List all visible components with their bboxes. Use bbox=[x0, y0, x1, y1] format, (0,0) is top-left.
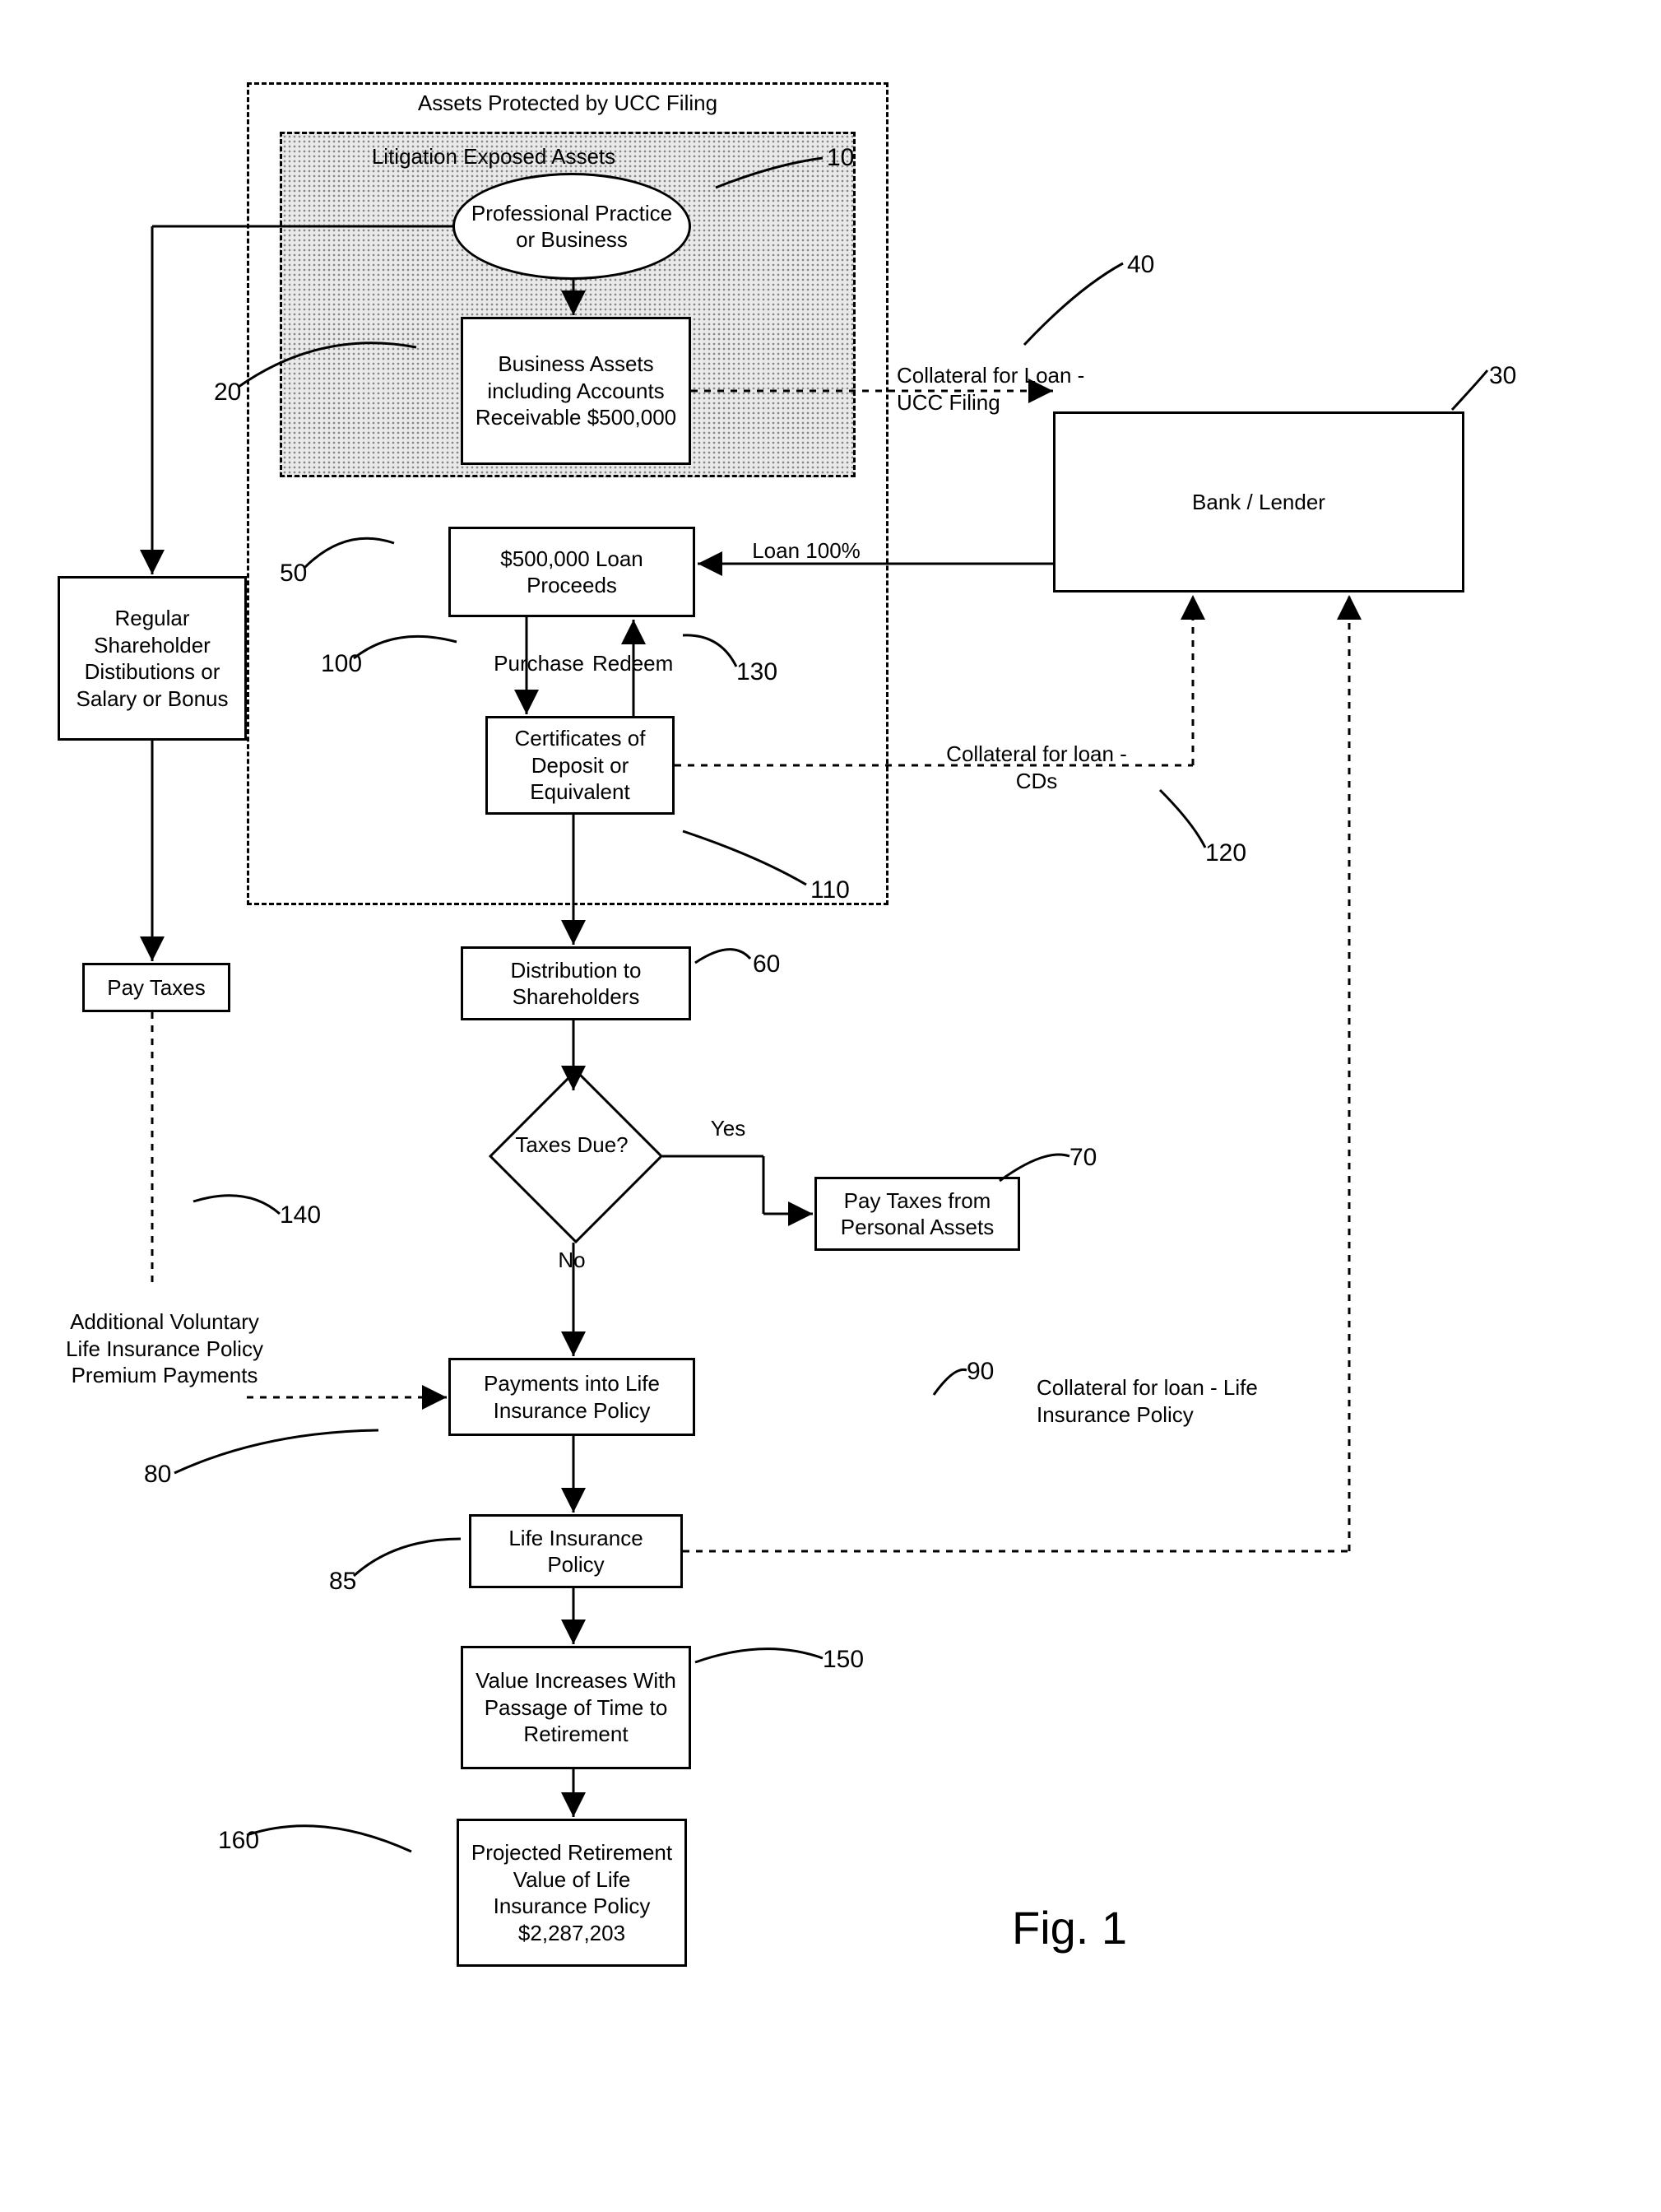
node-regular-distributions: Regular Shareholder Distibutions or Sala… bbox=[58, 576, 247, 741]
label-redeem: Redeem bbox=[592, 650, 708, 677]
node-label: Pay Taxes bbox=[107, 974, 205, 1001]
callout-60: 60 bbox=[753, 950, 780, 978]
label-yes: Yes bbox=[695, 1115, 761, 1142]
callout-85: 85 bbox=[329, 1568, 356, 1596]
callout-90: 90 bbox=[967, 1358, 994, 1386]
callout-80: 80 bbox=[144, 1461, 171, 1489]
callout-20: 20 bbox=[214, 379, 241, 407]
node-label: Certificates of Deposit or Equivalent bbox=[496, 725, 664, 806]
node-label: Bank / Lender bbox=[1192, 489, 1325, 516]
node-distribution-shareholders: Distribution to Shareholders bbox=[461, 946, 691, 1020]
callout-10: 10 bbox=[827, 144, 854, 172]
node-label: Life Insurance Policy bbox=[480, 1525, 672, 1578]
node-label: Payments into Life Insurance Policy bbox=[459, 1370, 684, 1424]
label-purchase: Purchase bbox=[452, 650, 584, 677]
node-label: $500,000 Loan Proceeds bbox=[459, 546, 684, 599]
node-life-insurance-policy: Life Insurance Policy bbox=[469, 1514, 683, 1588]
outer-region-label: Assets Protected by UCC Filing bbox=[329, 91, 806, 116]
node-taxes-due-label: Taxes Due? bbox=[510, 1132, 633, 1159]
callout-110: 110 bbox=[810, 876, 850, 904]
callout-70: 70 bbox=[1069, 1144, 1097, 1172]
node-projected-retirement: Projected Retirement Value of Life Insur… bbox=[457, 1819, 687, 1967]
figure-label: Fig. 1 bbox=[1012, 1901, 1127, 1954]
node-pay-taxes: Pay Taxes bbox=[82, 963, 230, 1012]
node-bank-lender: Bank / Lender bbox=[1053, 411, 1464, 592]
callout-160: 160 bbox=[218, 1827, 259, 1855]
label-collateral-cds: Collateral for loan - CDs bbox=[930, 741, 1144, 794]
label-additional-voluntary: Additional Voluntary Life Insurance Poli… bbox=[58, 1308, 271, 1389]
node-value-increases: Value Increases With Passage of Time to … bbox=[461, 1646, 691, 1769]
node-label: Distribution to Shareholders bbox=[471, 957, 680, 1011]
node-label: Value Increases With Passage of Time to … bbox=[471, 1667, 680, 1748]
callout-50: 50 bbox=[280, 560, 307, 588]
callout-150: 150 bbox=[823, 1646, 864, 1674]
node-label: Projected Retirement Value of Life Insur… bbox=[467, 1839, 676, 1946]
label-collateral-life-insurance: Collateral for loan - Life Insurance Pol… bbox=[1037, 1374, 1316, 1428]
callout-140: 140 bbox=[280, 1201, 321, 1229]
callout-40: 40 bbox=[1127, 251, 1154, 279]
callout-120: 120 bbox=[1205, 839, 1246, 867]
node-payments-life-insurance: Payments into Life Insurance Policy bbox=[448, 1358, 695, 1436]
node-professional-practice: Professional Practice or Business bbox=[452, 173, 691, 280]
callout-100: 100 bbox=[321, 650, 362, 678]
node-certificates-deposit: Certificates of Deposit or Equivalent bbox=[485, 716, 675, 815]
callout-130: 130 bbox=[736, 658, 777, 686]
node-business-assets: Business Assets including Accounts Recei… bbox=[461, 317, 691, 465]
node-label: Regular Shareholder Distibutions or Sala… bbox=[68, 605, 236, 712]
label-loan-100: Loan 100% bbox=[724, 537, 888, 565]
node-pay-taxes-personal: Pay Taxes from Personal Assets bbox=[814, 1177, 1020, 1251]
node-label: Pay Taxes from Personal Assets bbox=[825, 1187, 1009, 1241]
node-label: Professional Practice or Business bbox=[463, 200, 680, 253]
node-loan-proceeds: $500,000 Loan Proceeds bbox=[448, 527, 695, 617]
label-no: No bbox=[547, 1247, 596, 1274]
node-label: Business Assets including Accounts Recei… bbox=[471, 351, 680, 431]
inner-region-label: Litigation Exposed Assets bbox=[321, 144, 666, 170]
label-collateral-ucc: Collateral for Loan - UCC Filing bbox=[897, 362, 1111, 416]
callout-30: 30 bbox=[1489, 362, 1516, 390]
